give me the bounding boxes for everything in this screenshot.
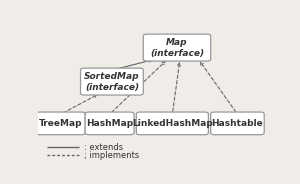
FancyBboxPatch shape — [211, 112, 264, 135]
Text: Map
(interface): Map (interface) — [150, 38, 204, 58]
Text: ; implements: ; implements — [84, 151, 139, 160]
Text: LinkedHashMap: LinkedHashMap — [132, 119, 213, 128]
FancyBboxPatch shape — [136, 112, 208, 135]
Text: SortedMap
(interface): SortedMap (interface) — [84, 72, 140, 92]
Text: : extends: : extends — [84, 143, 123, 152]
Text: HashMap: HashMap — [86, 119, 133, 128]
Text: Hashtable: Hashtable — [212, 119, 263, 128]
FancyBboxPatch shape — [80, 68, 143, 95]
FancyBboxPatch shape — [36, 112, 85, 135]
FancyBboxPatch shape — [85, 112, 134, 135]
Text: TreeMap: TreeMap — [39, 119, 82, 128]
FancyBboxPatch shape — [143, 34, 211, 61]
